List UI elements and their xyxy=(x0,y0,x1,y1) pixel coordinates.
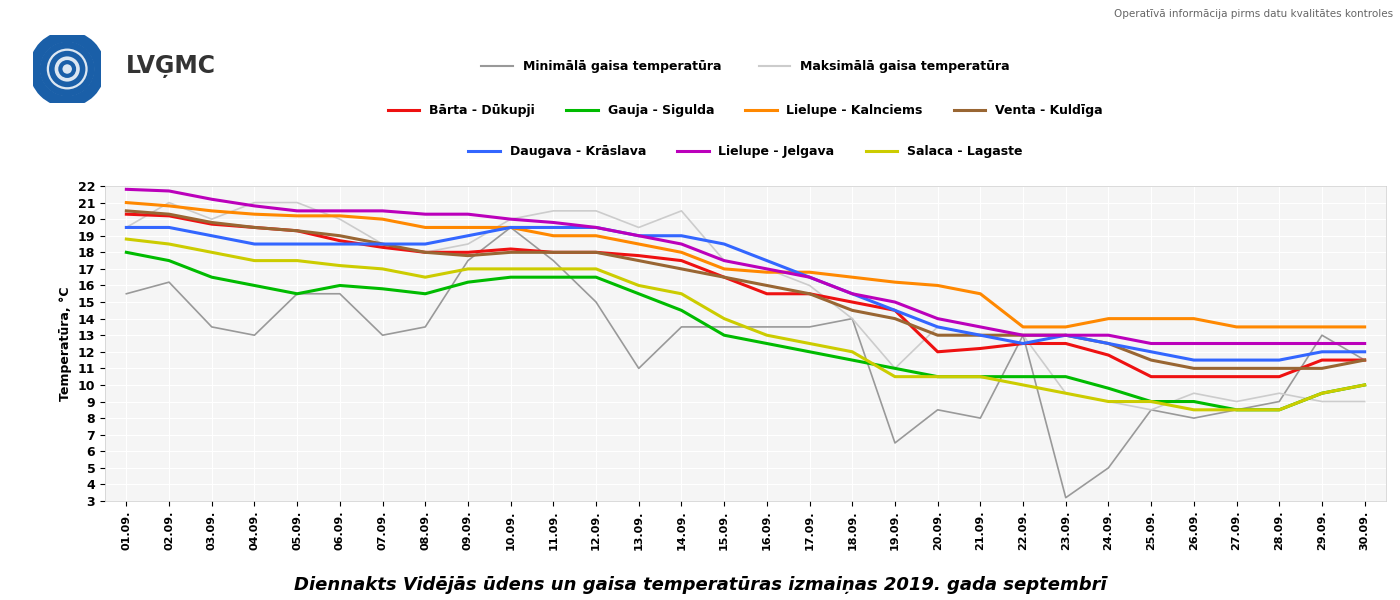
Text: Operatīvā informācija pirms datu kvalitātes kontroles: Operatīvā informācija pirms datu kvalitā… xyxy=(1114,9,1393,19)
Y-axis label: Temperatūra, °C: Temperatūra, °C xyxy=(59,286,73,401)
Circle shape xyxy=(35,37,99,101)
Legend: Daugava - Krāslava, Lielupe - Jelgava, Salaca - Lagaste: Daugava - Krāslava, Lielupe - Jelgava, S… xyxy=(463,140,1028,163)
Text: LVĢMC: LVĢMC xyxy=(126,54,216,78)
Text: Diennakts Vidējās ūdens un gaisa temperatūras izmaiņas 2019. gada septembrī: Diennakts Vidējās ūdens un gaisa tempera… xyxy=(294,576,1106,594)
